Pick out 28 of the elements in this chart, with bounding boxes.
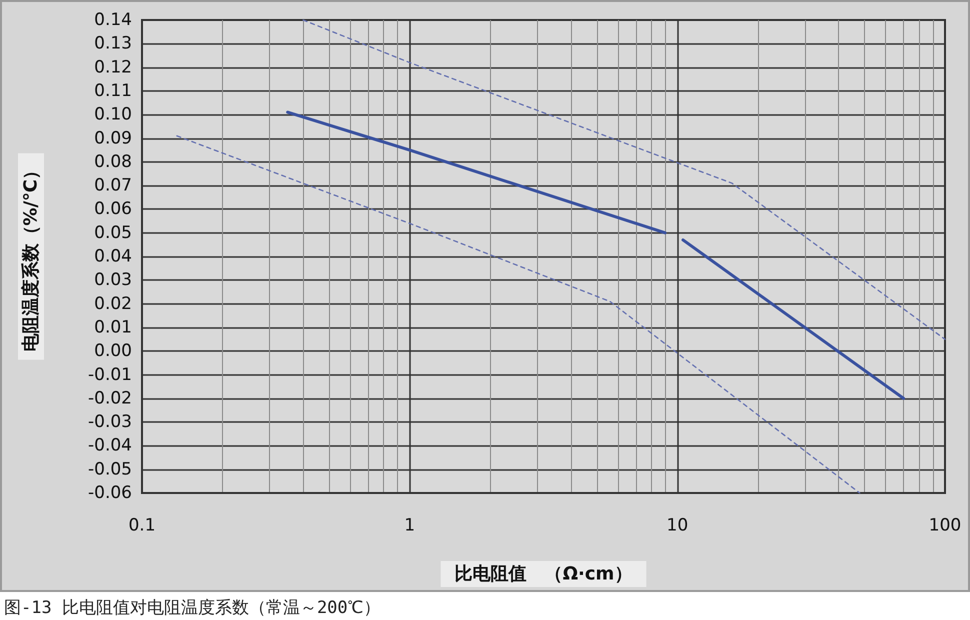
x-tick-label: 10 bbox=[666, 516, 688, 536]
y-tick-label: 0.11 bbox=[94, 80, 132, 101]
text: 图-13 比电阻值对电阻温度系数（常温～200℃） bbox=[4, 597, 381, 619]
y-tick-label: -0.03 bbox=[88, 412, 132, 432]
x-tick-label: 0.1 bbox=[128, 516, 156, 536]
y-tick-label: 0.09 bbox=[94, 128, 132, 148]
y-tick-label: 0.14 bbox=[94, 10, 132, 30]
y-axis-title: 电阻温度系数（%/℃） bbox=[20, 161, 42, 352]
y-tick-label: 0.08 bbox=[94, 152, 132, 172]
y-tick-label: -0.02 bbox=[88, 388, 132, 408]
x-tick-label: 100 bbox=[928, 516, 962, 536]
y-tick-label: 0.07 bbox=[94, 176, 132, 196]
y-tick-label: 0.12 bbox=[94, 57, 132, 78]
y-tick-label: 0.06 bbox=[94, 199, 132, 220]
x-axis-title: 比电阻值 （Ω·cm） bbox=[454, 564, 632, 584]
y-tick-label: 0.00 bbox=[94, 341, 132, 362]
y-tick-label: 0.05 bbox=[94, 222, 132, 243]
y-tick-label: 0.01 bbox=[94, 317, 132, 338]
y-tick-label: 0.13 bbox=[94, 34, 132, 54]
y-tick-label: -0.01 bbox=[88, 364, 132, 385]
x-tick-label: 1 bbox=[404, 516, 416, 536]
y-tick-label: 0.04 bbox=[94, 246, 132, 266]
y-tick-label: -0.06 bbox=[88, 483, 132, 503]
y-tick-label: 0.02 bbox=[94, 294, 132, 314]
y-tick-label: 0.10 bbox=[94, 104, 132, 125]
y-tick-label: -0.05 bbox=[88, 459, 132, 480]
y-tick-label: -0.04 bbox=[88, 436, 132, 456]
y-tick-label: 0.03 bbox=[94, 270, 132, 290]
